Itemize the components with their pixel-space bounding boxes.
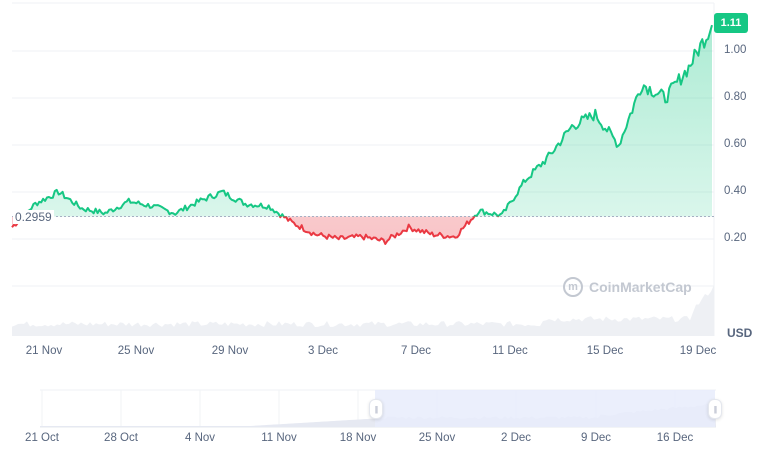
y-tick: 1.00	[724, 44, 747, 56]
x-tick: 11 Dec	[492, 345, 528, 357]
currency-label: USD	[727, 326, 753, 340]
navigator[interactable]	[40, 389, 716, 428]
area-fills	[12, 25, 712, 244]
x-tick: 25 Nov	[117, 345, 155, 357]
y-tick: 0.20	[724, 232, 747, 244]
last-price-badge: 1.11	[714, 13, 748, 33]
navigator-tick: 25 Nov	[418, 432, 456, 444]
navigator-left-handle[interactable]: ||	[369, 399, 383, 419]
x-tick: 29 Nov	[211, 345, 249, 357]
navigator-tick: 16 Dec	[656, 432, 694, 444]
x-tick: 3 Dec	[307, 345, 339, 357]
navigator-tick: 2 Dec	[500, 432, 532, 444]
navigator-tick: 21 Oct	[25, 432, 59, 444]
x-tick: 21 Nov	[25, 345, 63, 357]
y-tick: 0.80	[724, 91, 747, 103]
navigator-right-handle[interactable]: ||	[708, 399, 722, 419]
navigator-tick: 28 Oct	[104, 432, 138, 444]
y-tick: 0.40	[724, 185, 747, 197]
navigator-tick: 9 Dec	[580, 432, 612, 444]
navigator-tick: 11 Nov	[261, 432, 297, 444]
y-tick: 0.60	[724, 138, 747, 150]
watermark: m CoinMarketCap	[563, 277, 692, 297]
volume-bars	[12, 284, 714, 336]
coinmarketcap-logo-icon: m	[563, 277, 583, 297]
navigator-tick: 18 Nov	[339, 432, 377, 444]
navigator-tick: 4 Nov	[184, 432, 216, 444]
x-tick: 19 Dec	[679, 345, 717, 357]
watermark-text: CoinMarketCap	[589, 279, 692, 295]
reference-price-label: 0.2959	[13, 210, 54, 224]
x-tick: 15 Dec	[586, 345, 624, 357]
x-tick: 7 Dec	[400, 345, 432, 357]
price-line	[11, 24, 713, 245]
